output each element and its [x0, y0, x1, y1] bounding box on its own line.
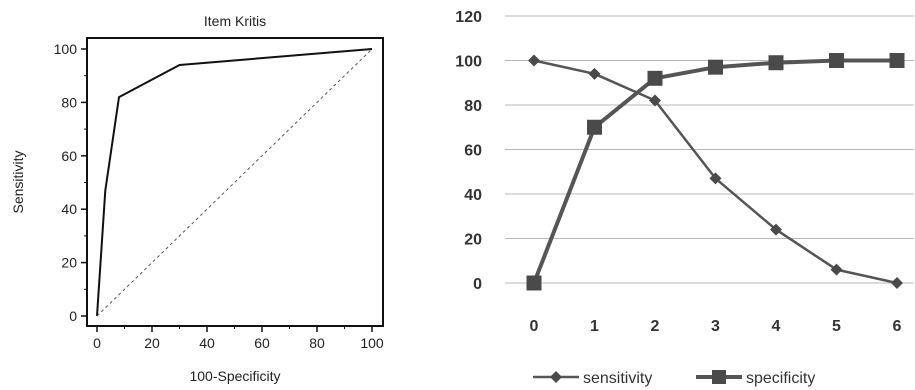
specificity-marker — [768, 55, 784, 71]
roc-series — [96, 48, 373, 317]
line-chart-x-tick-label: 0 — [530, 318, 539, 335]
line-chart-gridlines — [505, 15, 914, 284]
roc-y-tick-label: 100 — [54, 41, 78, 57]
line-chart-series — [526, 53, 905, 291]
specificity-marker — [708, 59, 723, 75]
roc-y-tick-label: 40 — [61, 201, 77, 217]
line-chart-y-tick-label: 0 — [473, 276, 482, 293]
sensitivity-legend-marker — [550, 371, 562, 383]
sensitivity-marker — [588, 67, 601, 80]
line-chart-x-tick-label: 6 — [893, 318, 902, 335]
sensitivity-marker — [770, 223, 782, 236]
roc-x-tick-label: 0 — [93, 335, 101, 351]
specificity-marker — [647, 70, 663, 86]
line-chart-y-tick-label: 120 — [455, 9, 482, 26]
line-chart-y-tick-label: 100 — [455, 54, 482, 71]
roc-y-tick-label: 80 — [61, 94, 77, 110]
line-chart-x-tick-label: 3 — [711, 318, 720, 335]
line-chart-x-tick-label: 2 — [651, 318, 660, 335]
specificity-marker — [889, 53, 905, 68]
roc-chart: Item Kritis 0 20 40 60 80 100 0 20 40 60 80 100 100… — [10, 13, 384, 384]
roc-y-tick-label: 0 — [69, 308, 77, 324]
roc-ticks: 0 20 40 60 80 100 0 20 40 60 80 100 — [54, 41, 384, 351]
sensitivity-marker — [830, 263, 843, 276]
line-chart-y-tick-label: 20 — [464, 232, 482, 249]
specificity-marker — [829, 53, 844, 68]
line-chart-ticks: 0 20 40 60 80 100 120 0 1 2 3 4 5 6 — [455, 9, 901, 335]
line-chart-y-tick-label: 40 — [464, 187, 482, 204]
line-chart-x-tick-label: 1 — [590, 318, 599, 335]
specificity-legend-marker — [712, 370, 726, 384]
roc-y-tick-label: 60 — [61, 148, 77, 164]
line-chart-y-tick-label: 60 — [464, 143, 482, 160]
cutoff-line-chart: 0 20 40 60 80 100 120 0 1 2 3 4 5 6 sensitivity specif… — [455, 9, 914, 387]
sensitivity-marker — [649, 94, 661, 107]
roc-title: Item Kritis — [204, 13, 266, 29]
roc-curve — [96, 48, 373, 317]
specificity-marker — [587, 119, 602, 135]
sensitivity-marker — [528, 54, 540, 67]
roc-x-tick-label: 100 — [360, 335, 384, 351]
roc-x-tick-label: 80 — [309, 335, 325, 351]
sensitivity-marker — [709, 172, 722, 185]
specificity-marker — [526, 275, 542, 291]
specificity-line — [532, 58, 897, 284]
roc-y-axis-label: Sensitivity — [10, 150, 26, 213]
line-chart-x-tick-label: 4 — [772, 318, 781, 335]
roc-x-tick-label: 20 — [144, 335, 160, 351]
line-chart-x-tick-label: 5 — [832, 318, 841, 335]
specificity-legend-label: specificity — [746, 370, 815, 387]
roc-x-tick-label: 40 — [199, 335, 215, 351]
line-chart-legend: sensitivity specificity — [533, 370, 815, 387]
sensitivity-line — [533, 59, 898, 285]
roc-y-tick-label: 20 — [61, 255, 77, 271]
roc-x-tick-label: 60 — [254, 335, 270, 351]
roc-reference-line — [96, 48, 373, 317]
sensitivity-legend-label: sensitivity — [583, 370, 652, 387]
line-chart-y-tick-label: 80 — [464, 98, 482, 115]
sensitivity-marker — [891, 277, 903, 289]
roc-x-axis-label: 100-Specificity — [189, 368, 280, 384]
